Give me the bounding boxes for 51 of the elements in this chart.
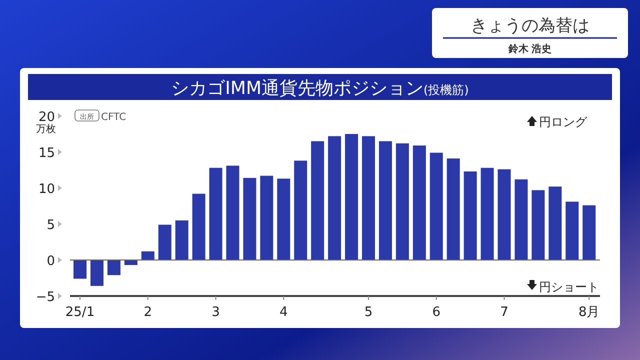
bar <box>582 205 596 260</box>
x-tick-label: 3 <box>212 305 220 320</box>
bar <box>141 251 154 260</box>
bar <box>362 136 375 260</box>
annotation: 円ショート <box>539 280 599 294</box>
bar <box>446 158 460 260</box>
bar <box>107 260 120 276</box>
chart-title: シカゴIMM通貨先物ポジション <box>171 78 424 99</box>
chart-subtitle: (投機筋) <box>424 83 469 97</box>
text: 鈴木 浩史 <box>507 43 552 55</box>
bar <box>548 186 562 260</box>
bar <box>294 160 308 260</box>
bar <box>566 202 579 260</box>
bar <box>175 220 188 260</box>
bar <box>328 136 342 260</box>
bar <box>260 176 274 260</box>
y-tick-label: −5 <box>36 290 55 305</box>
x-tick-label: 7 <box>500 305 508 320</box>
bar <box>311 141 324 260</box>
x-tick-label: 8月 <box>578 305 600 320</box>
bar <box>532 190 545 260</box>
y-axis-title: 万枚 <box>36 123 56 135</box>
bar <box>158 224 172 260</box>
bar <box>430 152 443 260</box>
bar <box>514 179 528 260</box>
bar <box>226 166 240 260</box>
y-tick-label: 5 <box>46 218 55 233</box>
bar <box>90 260 104 286</box>
annotation: 円ロング <box>539 115 588 129</box>
bar <box>412 146 426 260</box>
bar <box>209 168 222 260</box>
bar <box>464 171 477 260</box>
bar <box>378 141 392 260</box>
bar <box>498 169 511 260</box>
bar <box>74 260 86 279</box>
bar <box>345 134 358 260</box>
x-tick-label: 6 <box>432 305 441 320</box>
x-tick-label: 25/1 <box>65 305 95 320</box>
x-tick-label: 4 <box>280 305 288 320</box>
y-tick-label: 20 <box>38 110 55 125</box>
y-tick-label: 15 <box>38 146 55 161</box>
bar <box>192 194 206 260</box>
bar <box>243 178 256 260</box>
y-tick-label: 10 <box>38 182 55 197</box>
bar <box>396 143 409 260</box>
x-tick-label: 5 <box>364 305 373 320</box>
text: きょうの為替は <box>470 16 590 36</box>
bar <box>277 178 290 260</box>
bar <box>480 168 494 260</box>
x-tick-label: 2 <box>144 305 152 320</box>
y-tick-label: 0 <box>46 254 55 269</box>
